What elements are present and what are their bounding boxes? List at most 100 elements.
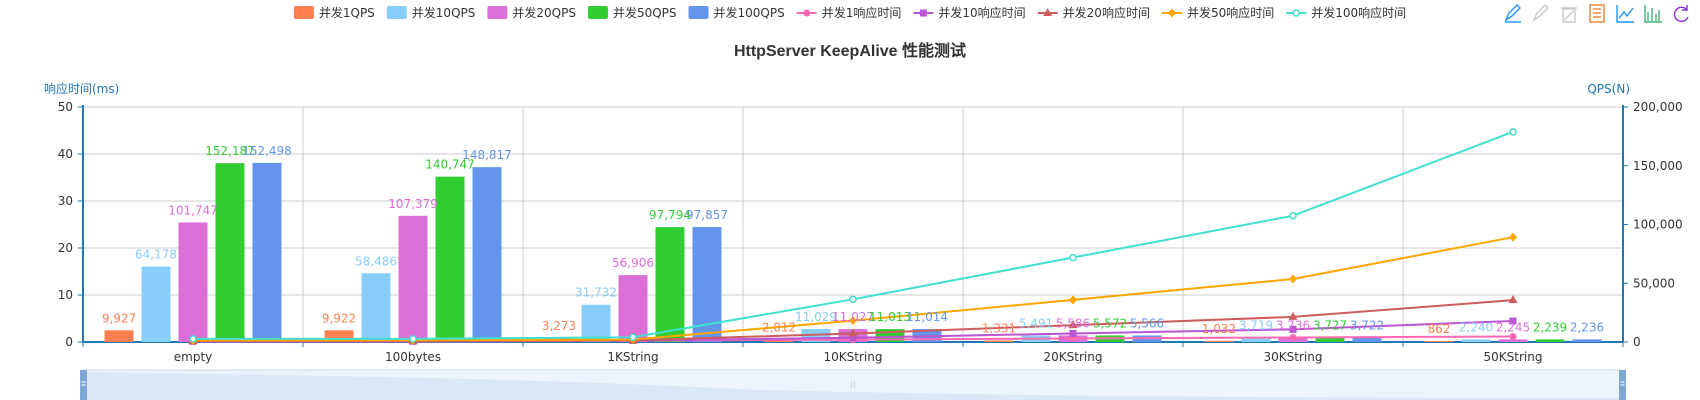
mark-undo-icon[interactable]	[1531, 4, 1551, 24]
line-point[interactable]	[1289, 211, 1297, 220]
bar[interactable]	[1315, 337, 1345, 342]
line-point[interactable]	[1509, 317, 1517, 325]
bar-value-label: 64,178	[135, 248, 177, 262]
legend-label: 并发1QPS	[319, 5, 375, 20]
bar-chart-icon[interactable]	[1643, 4, 1663, 24]
right-tick-label: 100,000	[1633, 218, 1683, 232]
line-point[interactable]	[1289, 274, 1297, 284]
legend-item[interactable]: 并发100响应时间	[1286, 5, 1406, 20]
bar[interactable]	[1352, 337, 1382, 342]
legend-item[interactable]: 并发20QPS	[487, 5, 576, 20]
mark-clear-icon[interactable]	[1559, 4, 1579, 24]
bar[interactable]	[361, 273, 391, 342]
line-series-group	[188, 128, 1518, 346]
bar[interactable]	[1241, 337, 1271, 342]
data-zoom-shadow	[83, 372, 1623, 400]
legend-marker-icon	[1167, 8, 1176, 18]
legend-label: 并发10响应时间	[938, 5, 1025, 20]
line-point[interactable]	[848, 328, 858, 337]
bar[interactable]	[1204, 340, 1234, 342]
mark-icon[interactable]	[1503, 4, 1523, 24]
data-view-icon[interactable]	[1587, 4, 1607, 24]
line-point[interactable]	[1509, 232, 1517, 242]
line-point[interactable]	[409, 335, 417, 343]
left-tick-label: 20	[58, 241, 73, 255]
line-point[interactable]	[1508, 295, 1518, 304]
line-chart-icon[interactable]	[1615, 4, 1635, 24]
legend-label: 并发100QPS	[714, 5, 785, 20]
bar[interactable]	[581, 304, 611, 342]
line-point[interactable]	[1069, 253, 1077, 262]
bar-value-label: 3,722	[1350, 319, 1384, 333]
legend-item[interactable]: 并发50QPS	[587, 5, 677, 20]
legend-label: 并发50QPS	[613, 5, 677, 20]
line-point[interactable]	[1509, 333, 1517, 341]
bar-value-label: 140,747	[425, 158, 475, 172]
legend-label: 并发20响应时间	[1063, 5, 1150, 20]
line-point[interactable]	[849, 316, 857, 326]
bar-value-label: 2,240	[1459, 320, 1493, 334]
bar-value-label: 2,239	[1533, 320, 1567, 334]
bar-series-group	[104, 162, 1602, 342]
chart-title: HttpServer KeepAlive 性能测试	[734, 41, 966, 60]
line-point[interactable]	[1288, 311, 1298, 320]
series-line[interactable]	[192, 130, 1514, 340]
bar[interactable]	[618, 275, 648, 342]
data-zoom-slider[interactable]: ⁞⁞	[80, 369, 1626, 400]
bar[interactable]	[1424, 340, 1454, 342]
bar[interactable]	[1572, 339, 1602, 342]
line-point[interactable]	[849, 295, 857, 304]
bar[interactable]	[398, 215, 428, 342]
bar[interactable]	[472, 167, 502, 342]
line-point[interactable]	[1069, 329, 1077, 337]
line-point[interactable]	[189, 335, 197, 343]
category-label: 20KString	[1044, 350, 1103, 364]
line-point[interactable]	[849, 334, 857, 342]
legend-marker-icon	[1043, 8, 1053, 16]
bar[interactable]	[984, 340, 1014, 342]
line-point[interactable]	[1069, 295, 1077, 305]
legend-item[interactable]: 并发50响应时间	[1161, 5, 1274, 20]
line-point[interactable]	[629, 333, 637, 341]
legend-item[interactable]: 并发100QPS	[688, 5, 785, 20]
legend-label: 并发10QPS	[412, 5, 476, 20]
right-tick-label: 0	[1633, 335, 1641, 349]
bar-value-label: 5,566	[1130, 316, 1164, 330]
bar[interactable]	[655, 227, 685, 342]
bar[interactable]	[215, 163, 245, 342]
line-point[interactable]	[1509, 128, 1517, 136]
bar-value-label: 1,331	[982, 321, 1016, 335]
bar-value-label: 2,236	[1570, 320, 1604, 334]
bar[interactable]	[252, 162, 282, 342]
left-axis-name: 响应时间(ms)	[44, 81, 119, 96]
left-tick-label: 0	[65, 335, 73, 349]
bar[interactable]	[435, 176, 465, 342]
bar-value-label: 9,922	[322, 311, 356, 325]
legend-item[interactable]: 并发1响应时间	[796, 5, 902, 20]
restore-icon[interactable]	[1671, 4, 1691, 24]
legend-label: 并发100响应时间	[1311, 5, 1406, 20]
category-label: 10KString	[824, 350, 883, 364]
legend-label: 并发1响应时间	[822, 5, 902, 20]
legend-item[interactable]: 并发20响应时间	[1037, 5, 1150, 20]
line-point[interactable]	[1289, 333, 1297, 341]
bar[interactable]	[141, 266, 171, 342]
data-zoom-center-grip-icon[interactable]: ⁞⁞	[850, 380, 856, 391]
bar[interactable]	[324, 330, 354, 342]
right-axis-name: QPS(N)	[1587, 82, 1630, 96]
line-point[interactable]	[1068, 320, 1078, 329]
bar[interactable]	[1498, 339, 1528, 342]
bar[interactable]	[104, 330, 134, 342]
right-tick-label: 50,000	[1633, 276, 1675, 290]
bar-value-label: 5,572	[1093, 316, 1127, 330]
legend-item[interactable]: 并发10QPS	[386, 5, 476, 20]
legend-item[interactable]: 并发1QPS	[293, 5, 375, 20]
toolbox[interactable]	[1503, 4, 1700, 24]
line-point[interactable]	[1289, 325, 1297, 333]
bar[interactable]	[178, 222, 208, 342]
bar[interactable]	[1461, 339, 1491, 342]
legend-item[interactable]: 并发10响应时间	[913, 5, 1026, 20]
bar[interactable]	[1535, 339, 1565, 342]
legend[interactable]: 并发1QPS 并发10QPS 并发20QPS 并发50QPS 并发100QPS 并发1响应…	[293, 5, 1406, 20]
